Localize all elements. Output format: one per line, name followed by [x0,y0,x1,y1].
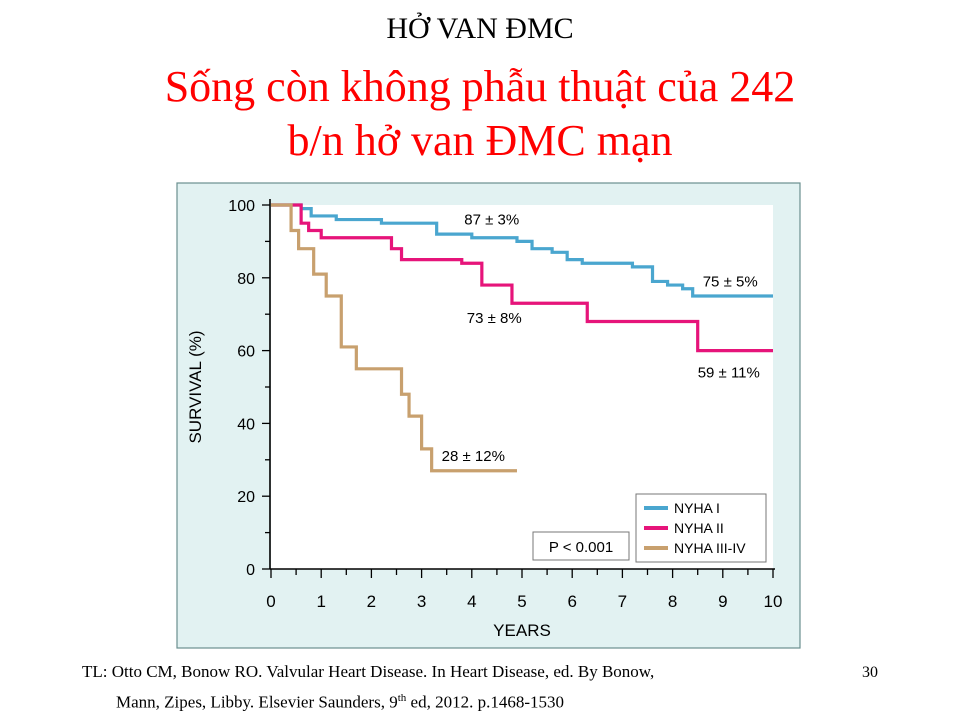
pvalue-box-border [532,531,630,561]
reference-citation: TL: Otto CM, Bonow RO. Valvular Heart Di… [82,658,842,716]
x-tick-label: 1 [316,592,325,611]
page-number: 30 [862,664,878,681]
y-tick-label: 20 [237,489,255,506]
x-tick-label: 3 [417,592,426,611]
slide-heading: HỞ VAN ĐMC [386,12,574,45]
x-tick-label: 6 [567,592,576,611]
x-tick-label: 8 [668,592,677,611]
series-annotation-2: 59 ± 11% [698,364,760,381]
y-tick-label: 60 [237,344,255,361]
series-line-3 [271,203,517,473]
axes: 0 20 40 60 80 100 0 1 2 3 4 5 6 7 8 9 10 YEARS SURVIVAL (%… [186,198,782,640]
x-tick-label: 2 [367,592,376,611]
y-tick-label: 0 [246,562,255,579]
x-tick-label: 9 [718,592,727,611]
x-tick-label: 0 [266,592,275,611]
slide-title-line1: Sống còn không phẫu thuật của 242 [164,62,796,111]
x-tick-label: 5 [517,592,526,611]
y-axis-label: SURVIVAL (%) [186,330,205,443]
series-line-1 [271,203,773,298]
annotation-layer: 87 ± 3% 75 ± 5% 73 ± 8% 59 ± 11% 28 ± 12% [442,212,760,466]
pvalue-box: P < 0.001 [532,531,630,561]
slide-title-line2: b/n hở van ĐMC mạn [287,116,673,165]
series-line-2 [271,203,773,353]
y-tick-label: 100 [228,198,255,215]
series-annotation-1: 75 ± 5% [703,273,758,290]
x-axis-label: YEARS [493,621,551,640]
series-annotation-3: 28 ± 12% [442,448,505,465]
x-tick-label: 10 [764,592,783,611]
legend-label-3: NYHA III-IV [674,540,746,556]
pvalue-label: P < 0.001 [549,539,613,556]
reference-line2-b: ed, 2012. p.1468-1530 [406,692,564,712]
x-tick-label: 4 [467,592,476,611]
y-tick-label: 40 [237,416,255,433]
y-tick-label: 80 [237,271,255,288]
legend: NYHA I NYHA II NYHA III-IV [635,493,767,563]
reference-line2-a: Mann, Zipes, Libby. Elsevier Saunders, 9 [116,692,398,712]
x-tick-label: 7 [618,592,627,611]
reference-line2: Mann, Zipes, Libby. Elsevier Saunders, 9… [82,685,842,716]
series-layer [271,203,773,473]
slide-title: Sống còn không phẫu thuật của 242 b/n hở… [40,60,920,168]
reference-superscript: th [397,692,407,704]
series-annotation-2: 73 ± 8% [467,310,522,327]
reference-line1: TL: Otto CM, Bonow RO. Valvular Heart Di… [82,662,655,681]
series-annotation-1: 87 ± 3% [464,212,519,229]
legend-label-2: NYHA II [674,520,724,536]
legend-label-1: NYHA I [674,500,720,516]
